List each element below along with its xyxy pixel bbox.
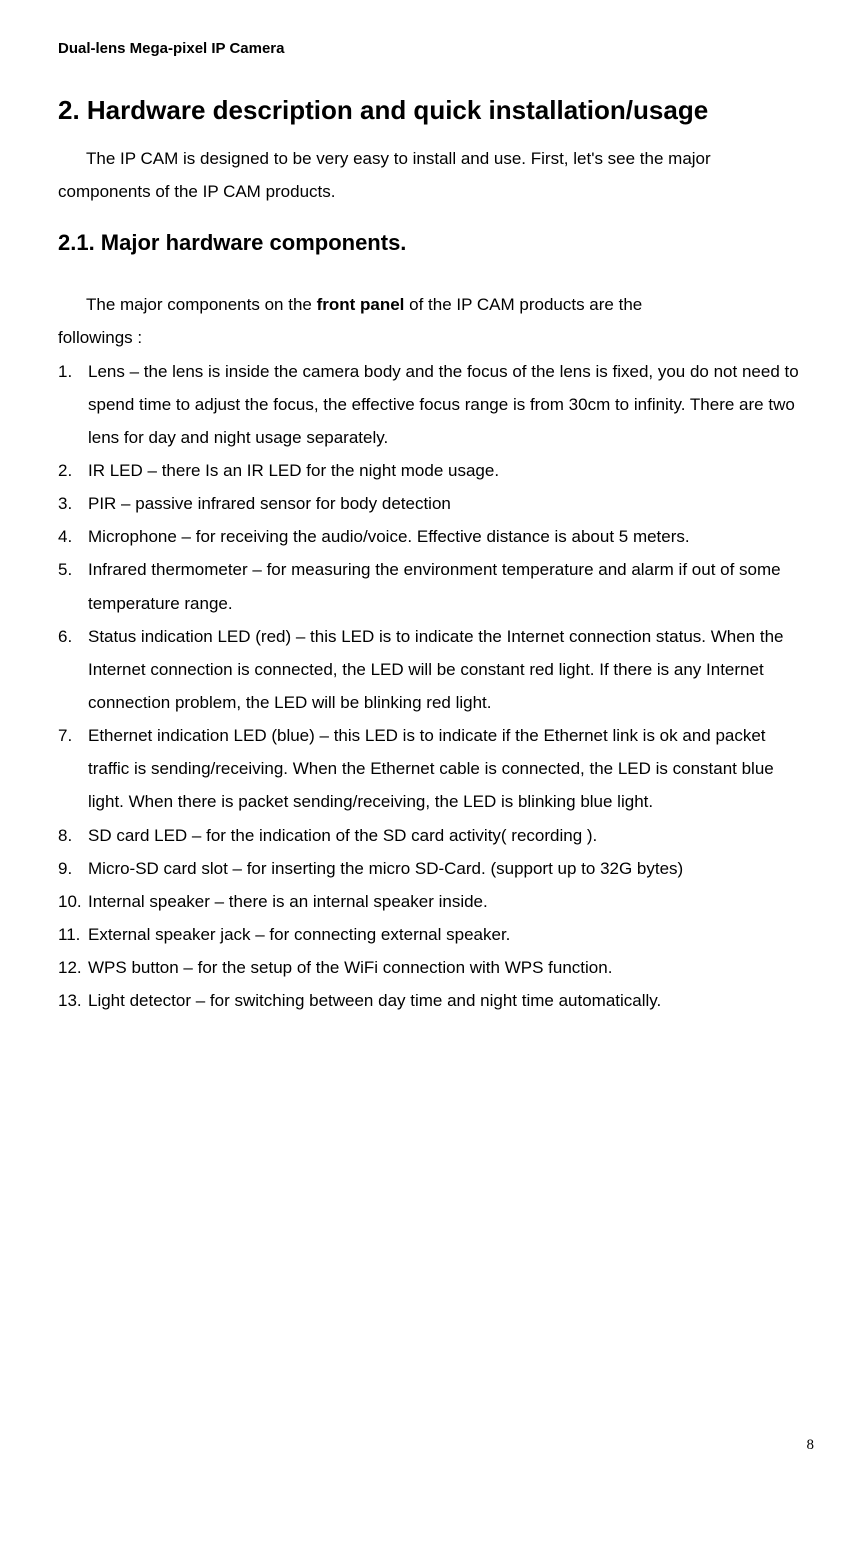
list-text: Internal speaker – there is an internal …	[88, 885, 806, 918]
list-number: 7.	[58, 719, 88, 818]
list-text: SD card LED – for the indication of the …	[88, 819, 806, 852]
lead-continuation: followings :	[58, 321, 806, 354]
list-number: 10.	[58, 885, 88, 918]
list-text: IR LED – there Is an IR LED for the nigh…	[88, 454, 806, 487]
list-number: 11.	[58, 918, 88, 951]
list-item: 6. Status indication LED (red) – this LE…	[58, 620, 806, 719]
list-text: Microphone – for receiving the audio/voi…	[88, 520, 806, 553]
list-text: Infrared thermometer – for measuring the…	[88, 553, 806, 619]
lead-pre: The major components on the	[86, 295, 317, 314]
list-number: 12.	[58, 951, 88, 984]
list-text: Light detector – for switching between d…	[88, 984, 806, 1017]
list-number: 9.	[58, 852, 88, 885]
lead-post: of the IP CAM products are the	[404, 295, 642, 314]
intro-paragraph: The IP CAM is designed to be very easy t…	[58, 142, 806, 208]
list-number: 2.	[58, 454, 88, 487]
list-text: Ethernet indication LED (blue) – this LE…	[88, 719, 806, 818]
section-heading: 2. Hardware description and quick instal…	[58, 95, 806, 126]
list-number: 8.	[58, 819, 88, 852]
list-text: WPS button – for the setup of the WiFi c…	[88, 951, 806, 984]
list-number: 4.	[58, 520, 88, 553]
page-number: 8	[807, 1437, 815, 1454]
list-item: 1. Lens – the lens is inside the camera …	[58, 355, 806, 454]
list-item: 5. Infrared thermometer – for measuring …	[58, 553, 806, 619]
lead-bold: front panel	[317, 295, 405, 314]
list-item: 4. Microphone – for receiving the audio/…	[58, 520, 806, 553]
subsection-heading: 2.1. Major hardware components.	[58, 230, 806, 256]
lead-line: The major components on the front panel …	[58, 288, 806, 321]
list-item: 11. External speaker jack – for connecti…	[58, 918, 806, 951]
list-item: 9. Micro-SD card slot – for inserting th…	[58, 852, 806, 885]
list-text: External speaker jack – for connecting e…	[88, 918, 806, 951]
list-number: 1.	[58, 355, 88, 454]
list-text: Micro-SD card slot – for inserting the m…	[88, 852, 806, 885]
list-text: Lens – the lens is inside the camera bod…	[88, 355, 806, 454]
list-item: 3. PIR – passive infrared sensor for bod…	[58, 487, 806, 520]
list-item: 12. WPS button – for the setup of the Wi…	[58, 951, 806, 984]
document-page: Dual-lens Mega-pixel IP Camera 2. Hardwa…	[0, 0, 864, 1474]
list-number: 6.	[58, 620, 88, 719]
list-number: 13.	[58, 984, 88, 1017]
list-number: 5.	[58, 553, 88, 619]
list-text: PIR – passive infrared sensor for body d…	[88, 487, 806, 520]
list-text: Status indication LED (red) – this LED i…	[88, 620, 806, 719]
list-item: 10. Internal speaker – there is an inter…	[58, 885, 806, 918]
list-number: 3.	[58, 487, 88, 520]
list-item: 2. IR LED – there Is an IR LED for the n…	[58, 454, 806, 487]
list-item: 7. Ethernet indication LED (blue) – this…	[58, 719, 806, 818]
list-item: 8. SD card LED – for the indication of t…	[58, 819, 806, 852]
list-item: 13. Light detector – for switching betwe…	[58, 984, 806, 1017]
running-header: Dual-lens Mega-pixel IP Camera	[58, 40, 806, 57]
